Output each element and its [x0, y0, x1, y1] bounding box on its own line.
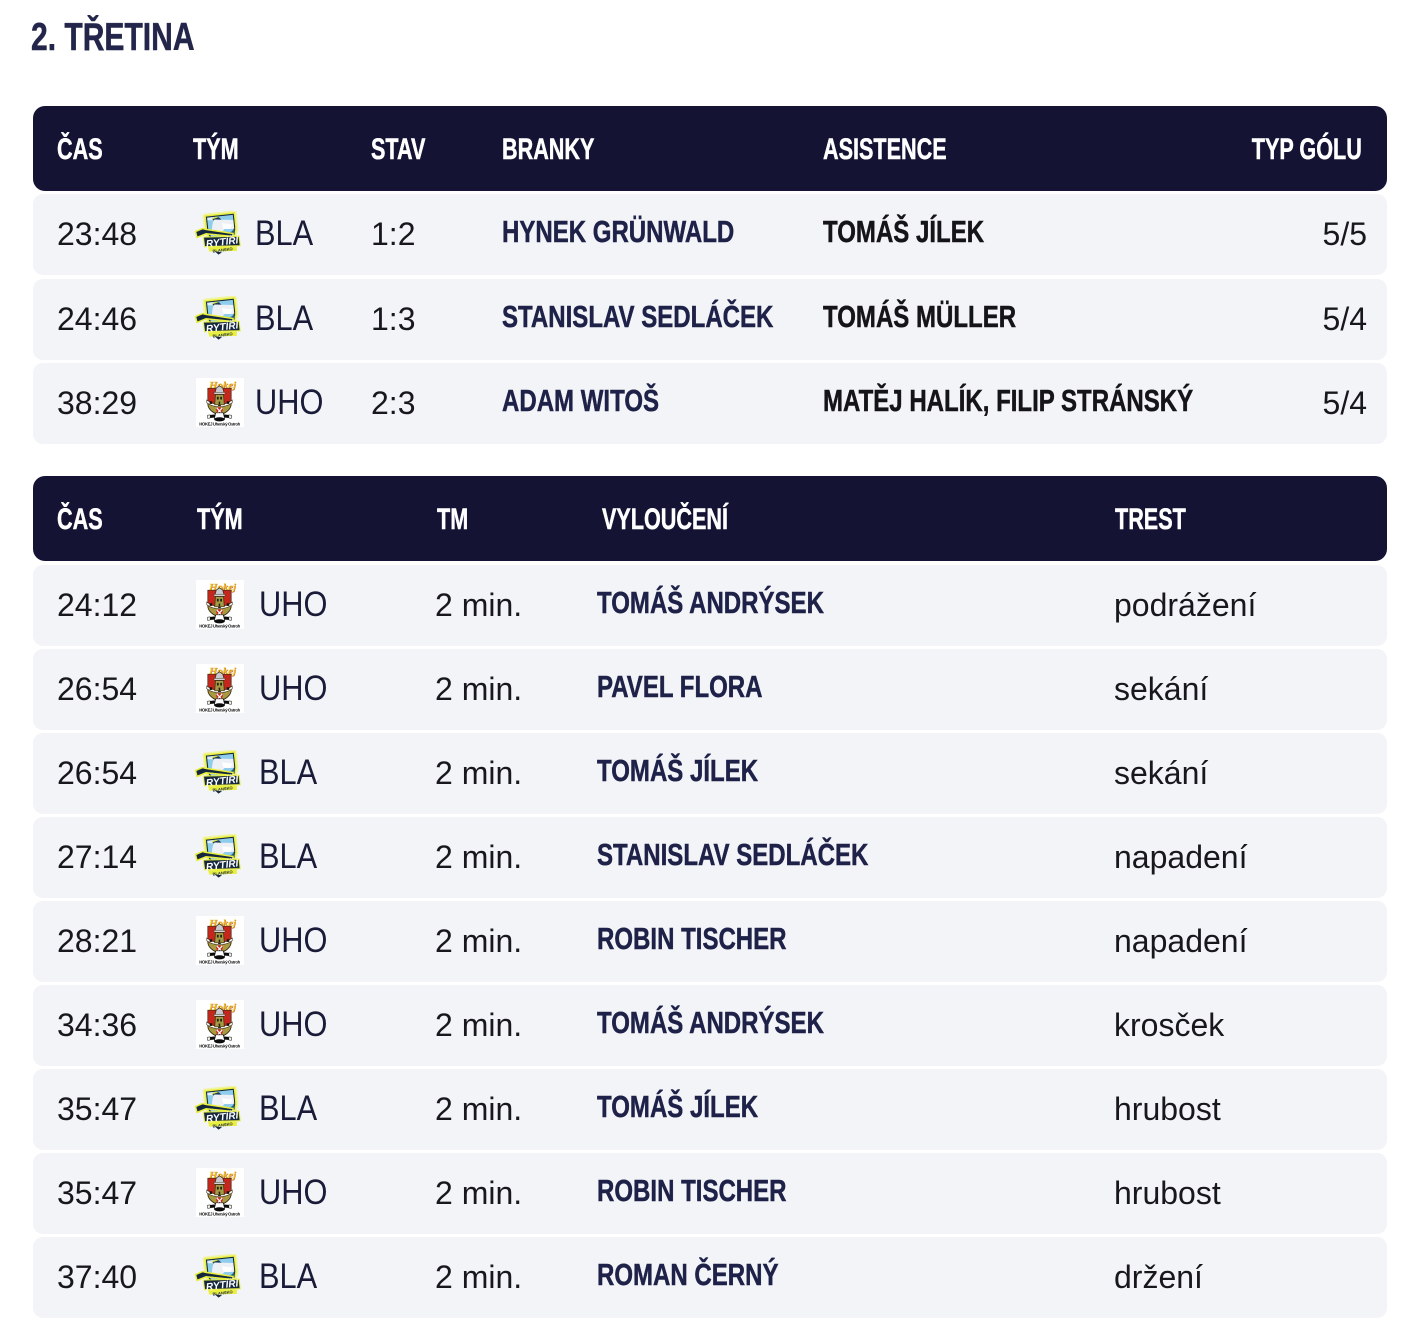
svg-text:RYTÍŘI: RYTÍŘI: [205, 1109, 239, 1125]
svg-text:HOKEJ Uherský Ostroh: HOKEJ Uherský Ostroh: [199, 1211, 240, 1216]
svg-text:Hokej: Hokej: [208, 584, 237, 594]
svg-text:Hokej: Hokej: [208, 1003, 237, 1013]
svg-text:HOKEJ Uherský Ostroh: HOKEJ Uherský Ostroh: [199, 1043, 240, 1048]
svg-text:Hokej: Hokej: [208, 920, 237, 930]
svg-text:Hokej: Hokej: [208, 1004, 237, 1014]
svg-text:BLANSKO: BLANSKO: [212, 331, 234, 339]
svg-text:BLANSKO: BLANSKO: [212, 1121, 234, 1129]
svg-text:BLANSKO: BLANSKO: [212, 1289, 234, 1297]
svg-text:Hokej: Hokej: [208, 382, 237, 392]
svg-text:RYTÍŘI: RYTÍŘI: [205, 1277, 239, 1293]
svg-text:Hokej: Hokej: [208, 919, 237, 929]
svg-text:Hokej: Hokej: [208, 668, 237, 678]
svg-text:BLANSKO: BLANSKO: [212, 785, 234, 793]
svg-text:BLANSKO: BLANSKO: [212, 246, 234, 254]
svg-text:RYTÍŘI: RYTÍŘI: [205, 773, 239, 789]
svg-text:HOKEJ Uherský Ostroh: HOKEJ Uherský Ostroh: [199, 707, 240, 712]
svg-text:RYTÍŘI: RYTÍŘI: [205, 857, 239, 873]
svg-text:Hokej: Hokej: [208, 667, 237, 677]
svg-text:HOKEJ Uherský Ostroh: HOKEJ Uherský Ostroh: [199, 623, 240, 628]
svg-text:Hokej: Hokej: [208, 583, 237, 593]
svg-text:Hokej: Hokej: [208, 381, 237, 391]
svg-text:HOKEJ Uherský Ostroh: HOKEJ Uherský Ostroh: [199, 421, 240, 426]
svg-text:RYTÍŘI: RYTÍŘI: [205, 319, 239, 335]
svg-text:HOKEJ Uherský Ostroh: HOKEJ Uherský Ostroh: [199, 959, 240, 964]
svg-text:RYTÍŘI: RYTÍŘI: [205, 234, 239, 250]
svg-text:Hokej: Hokej: [208, 1171, 237, 1181]
svg-text:BLANSKO: BLANSKO: [212, 869, 234, 877]
svg-text:Hokej: Hokej: [208, 1172, 237, 1182]
